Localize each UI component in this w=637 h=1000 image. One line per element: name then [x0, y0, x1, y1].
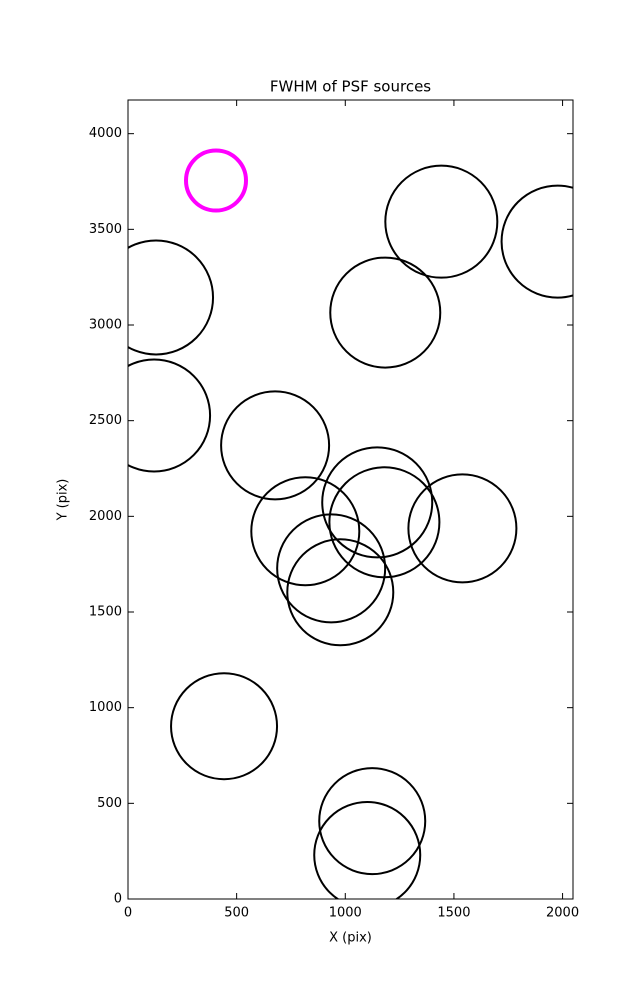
source-circle	[313, 801, 422, 899]
y-tick-label: 500	[97, 796, 122, 811]
y-tick-label: 3500	[89, 222, 122, 237]
y-tick-label: 3000	[89, 318, 122, 333]
source-circle	[500, 184, 573, 299]
x-axis-label: X (pix)	[329, 931, 372, 946]
source-circle	[184, 148, 249, 213]
source-circle	[286, 538, 395, 647]
y-tick-label: 4000	[89, 126, 122, 141]
source-circle	[318, 767, 427, 876]
y-axis-label: Y (pix)	[56, 479, 71, 522]
y-tick-label: 1000	[89, 700, 122, 715]
x-tick-label: 2000	[546, 906, 579, 921]
x-tick-label: 1000	[329, 906, 362, 921]
y-tick-label: 0	[114, 892, 122, 907]
source-circle	[276, 513, 387, 624]
x-tick-label: 0	[124, 906, 132, 921]
source-circle	[329, 256, 442, 369]
y-tick-label: 2500	[89, 413, 122, 428]
y-tick-label: 1500	[89, 605, 122, 620]
plot-frame	[127, 99, 574, 900]
source-circle	[128, 239, 215, 356]
plot-area	[128, 148, 573, 899]
source-circle	[170, 672, 279, 781]
source-circle	[220, 390, 331, 501]
source-circle	[321, 446, 434, 559]
source-circle	[384, 164, 499, 279]
source-circle	[250, 476, 361, 587]
chart-title: FWHM of PSF sources	[270, 78, 431, 96]
source-circle	[407, 473, 518, 584]
x-tick-label: 1500	[437, 906, 470, 921]
source-circle	[128, 358, 212, 473]
y-tick-label: 2000	[89, 509, 122, 524]
x-tick-label: 500	[224, 906, 249, 921]
